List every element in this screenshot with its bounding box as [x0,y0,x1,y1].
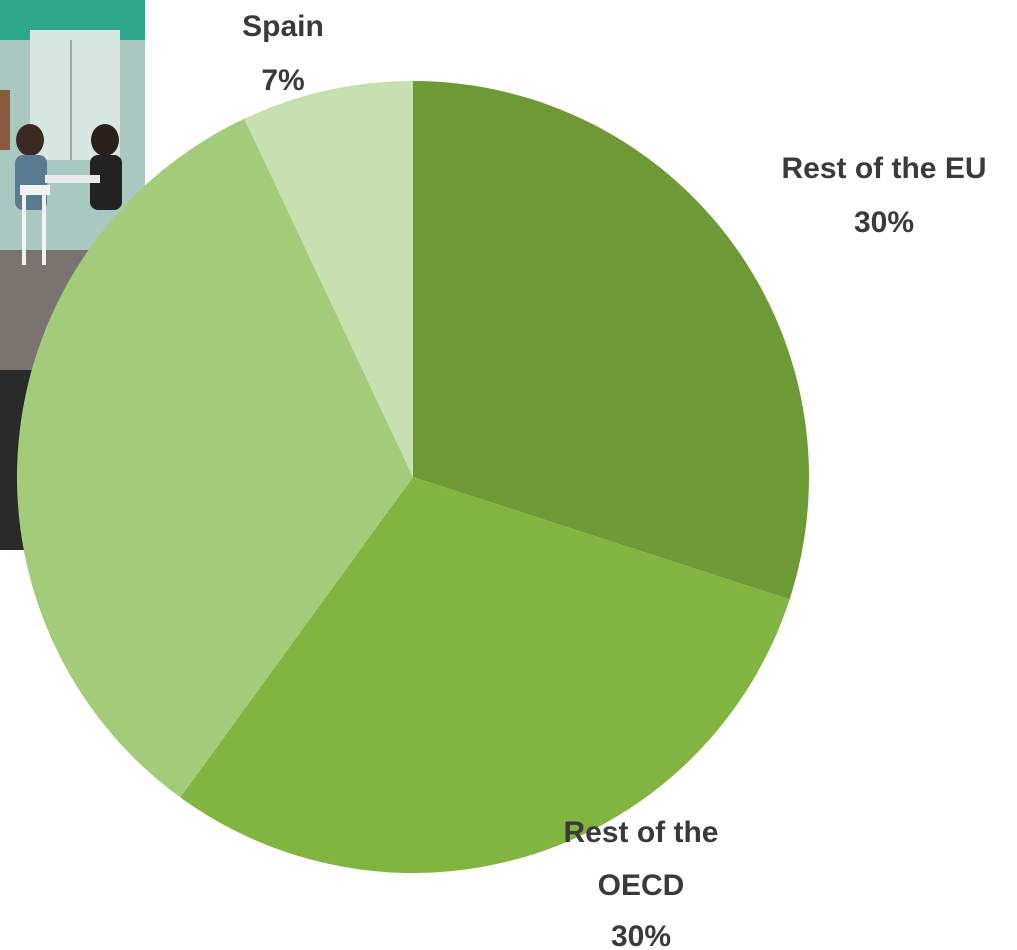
slice-value-rest-of-oecd: 30% [611,920,671,950]
slice-label-rest-of-oecd-line1: Rest of the [563,816,718,849]
slice-label-spain: Spain [242,10,324,43]
slice-unlabeled [16,118,413,798]
slice-value-spain: 7% [261,64,304,97]
slice-rest-of-oecd [180,477,790,874]
slice-spain [244,81,413,477]
slice-label-rest-of-eu: Rest of the EU [781,152,986,185]
slice-label-rest-of-oecd-line2: OECD [598,869,685,902]
slice-rest-of-eu [413,81,809,600]
slice-value-rest-of-eu: 30% [854,206,914,239]
pie-slices [16,81,809,874]
